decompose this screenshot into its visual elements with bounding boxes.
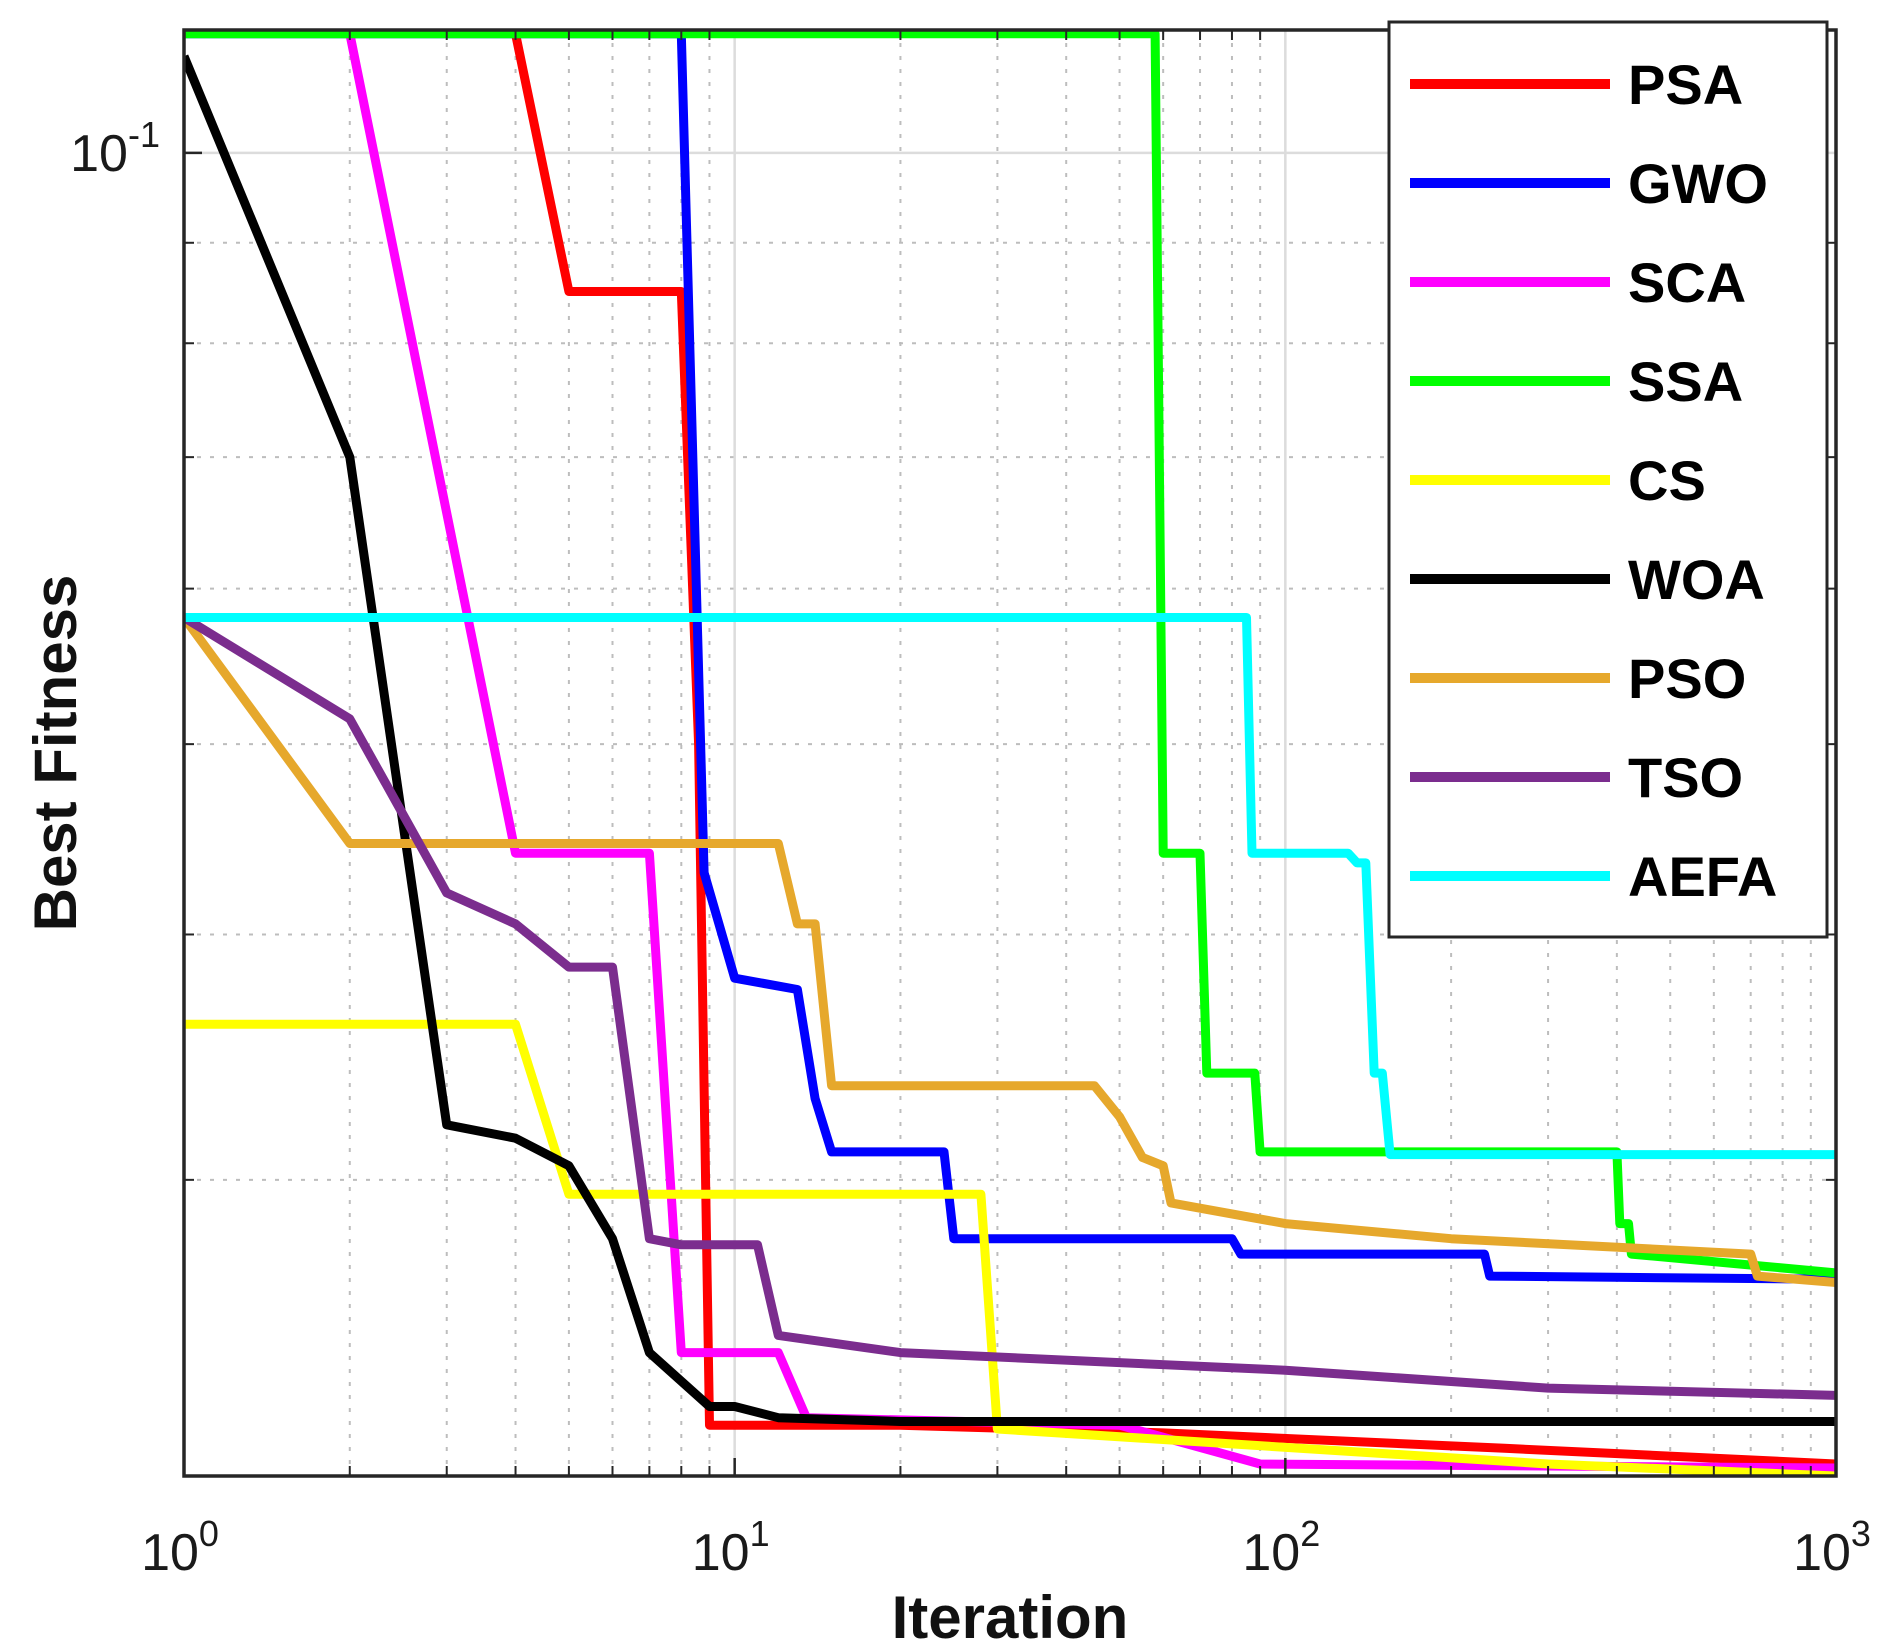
legend-label: CS — [1628, 449, 1706, 512]
series-line-psa — [511, 32, 1836, 1469]
legend-entry-sca: SCA — [1410, 251, 1746, 314]
series-lines — [184, 30, 1836, 1476]
x-tick-label: 102 — [1242, 1513, 1320, 1582]
y-tick-label: 10-1 — [70, 114, 160, 183]
series-line-gwo — [184, 30, 1836, 1284]
legend-label: SSA — [1628, 350, 1743, 413]
legend-entry-tso: TSO — [1410, 746, 1743, 809]
legend-label: GWO — [1628, 152, 1768, 215]
x-axis-ticks: 100 101 102 103 — [141, 30, 1871, 1582]
series-line-sca — [345, 32, 1836, 1473]
series-line-aefa — [184, 613, 1836, 1160]
legend-entry-gwo: GWO — [1410, 152, 1768, 215]
series-line-cs — [184, 1019, 1836, 1476]
x-tick-label: 103 — [1793, 1513, 1871, 1582]
y-axis-title: Best Fitness — [22, 575, 89, 932]
series-line-woa — [184, 54, 1836, 1426]
legend-entry-woa: WOA — [1410, 548, 1765, 611]
x-tick-label: 100 — [141, 1513, 219, 1582]
series-line-pso — [184, 614, 1836, 1287]
legend-entry-ssa: SSA — [1410, 350, 1743, 413]
legend-label: AEFA — [1628, 845, 1777, 908]
series-line-ssa — [184, 30, 1836, 1278]
legend-label: WOA — [1628, 548, 1765, 611]
legend-entry-psa: PSA — [1410, 53, 1743, 116]
legend-entry-aefa: AEFA — [1410, 845, 1777, 908]
legend-label: PSO — [1628, 647, 1746, 710]
x-tick-label: 101 — [692, 1513, 770, 1582]
legend-entry-pso: PSO — [1410, 647, 1746, 710]
legend-label: PSA — [1628, 53, 1743, 116]
series-line-tso — [184, 613, 1836, 1400]
legend: PSA GWO SCA SSA CS WOA PSO TSO AEFA — [1387, 20, 1829, 939]
legend-entry-cs: CS — [1410, 449, 1706, 512]
plot-frame — [182, 28, 1838, 1478]
x-axis-title: Iteration — [892, 1584, 1129, 1650]
legend-label: SCA — [1628, 251, 1746, 314]
y-axis-ticks: 10-1 — [70, 114, 1836, 1181]
legend-label: TSO — [1628, 746, 1743, 809]
